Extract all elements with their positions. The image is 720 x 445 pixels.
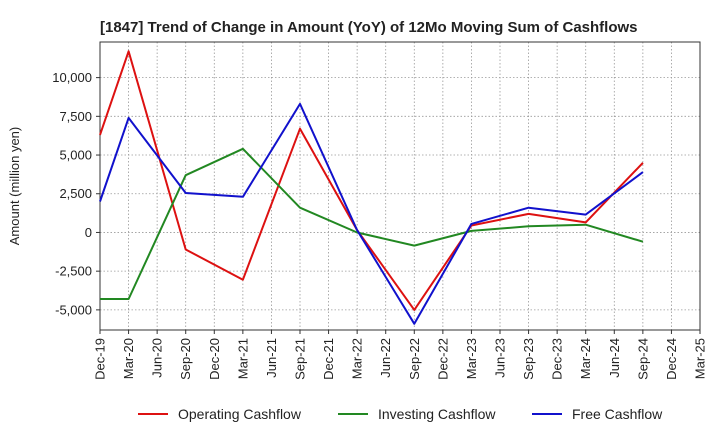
grid	[100, 42, 700, 330]
chart-title: [1847] Trend of Change in Amount (YoY) o…	[100, 19, 638, 36]
x-tick-label: Sep-22	[407, 338, 422, 380]
x-tick-label: Jun-22	[378, 338, 393, 378]
y-tick-label: 7,500	[59, 109, 92, 124]
y-tick-label: 5,000	[59, 148, 92, 163]
x-tick-label: Jun-23	[493, 338, 508, 378]
x-tick-label: Dec-20	[207, 338, 222, 380]
legend-label-operating-cashflow: Operating Cashflow	[178, 406, 302, 422]
y-tick-label: 10,000	[52, 70, 92, 85]
legend: Operating Cashflow Investing Cashflow Free…	[138, 406, 663, 422]
y-tick-label: 2,500	[59, 186, 92, 201]
x-tick-label: Dec-23	[550, 338, 565, 380]
x-tick-label: Sep-21	[293, 338, 308, 380]
y-tick-label: -2,500	[55, 264, 92, 279]
plot-frame	[99, 41, 701, 331]
x-tick-label: Dec-22	[435, 338, 450, 380]
x-tick-label: Mar-24	[578, 338, 593, 379]
x-axis-ticks: Dec-19 Mar-20 Jun-20 Sep-20 Dec-20 Mar-21 Jun-…	[93, 330, 708, 380]
y-tick-label: 0	[85, 225, 92, 240]
x-tick-label: Dec-19	[93, 338, 108, 380]
series-line-free-cashflow	[99, 102, 644, 325]
x-tick-label: Mar-25	[693, 338, 708, 379]
x-tick-label: Sep-24	[635, 338, 650, 380]
x-tick-label: Dec-24	[664, 338, 679, 380]
x-tick-label: Mar-23	[464, 338, 479, 379]
x-tick-label: Mar-21	[235, 338, 250, 379]
x-tick-label: Jun-24	[607, 338, 622, 378]
x-tick-label: Sep-23	[521, 338, 536, 380]
y-tick-label: -5,000	[55, 302, 92, 317]
x-tick-label: Mar-20	[121, 338, 136, 379]
x-tick-label: Dec-21	[321, 338, 336, 380]
series-layer	[99, 50, 644, 325]
y-axis-label: Amount (million yen)	[7, 127, 22, 246]
x-tick-label: Jun-20	[150, 338, 165, 378]
x-tick-label: Sep-20	[178, 338, 193, 380]
x-tick-label: Jun-21	[264, 338, 279, 378]
series-line-investing-cashflow	[100, 147, 644, 300]
x-tick-label: Mar-22	[350, 338, 365, 379]
legend-label-free-cashflow: Free Cashflow	[572, 406, 663, 422]
legend-label-investing-cashflow: Investing Cashflow	[378, 406, 496, 422]
y-axis-ticks: -5,000 -2,500 0 2,500 5,000 7,500 10,000	[52, 70, 100, 317]
